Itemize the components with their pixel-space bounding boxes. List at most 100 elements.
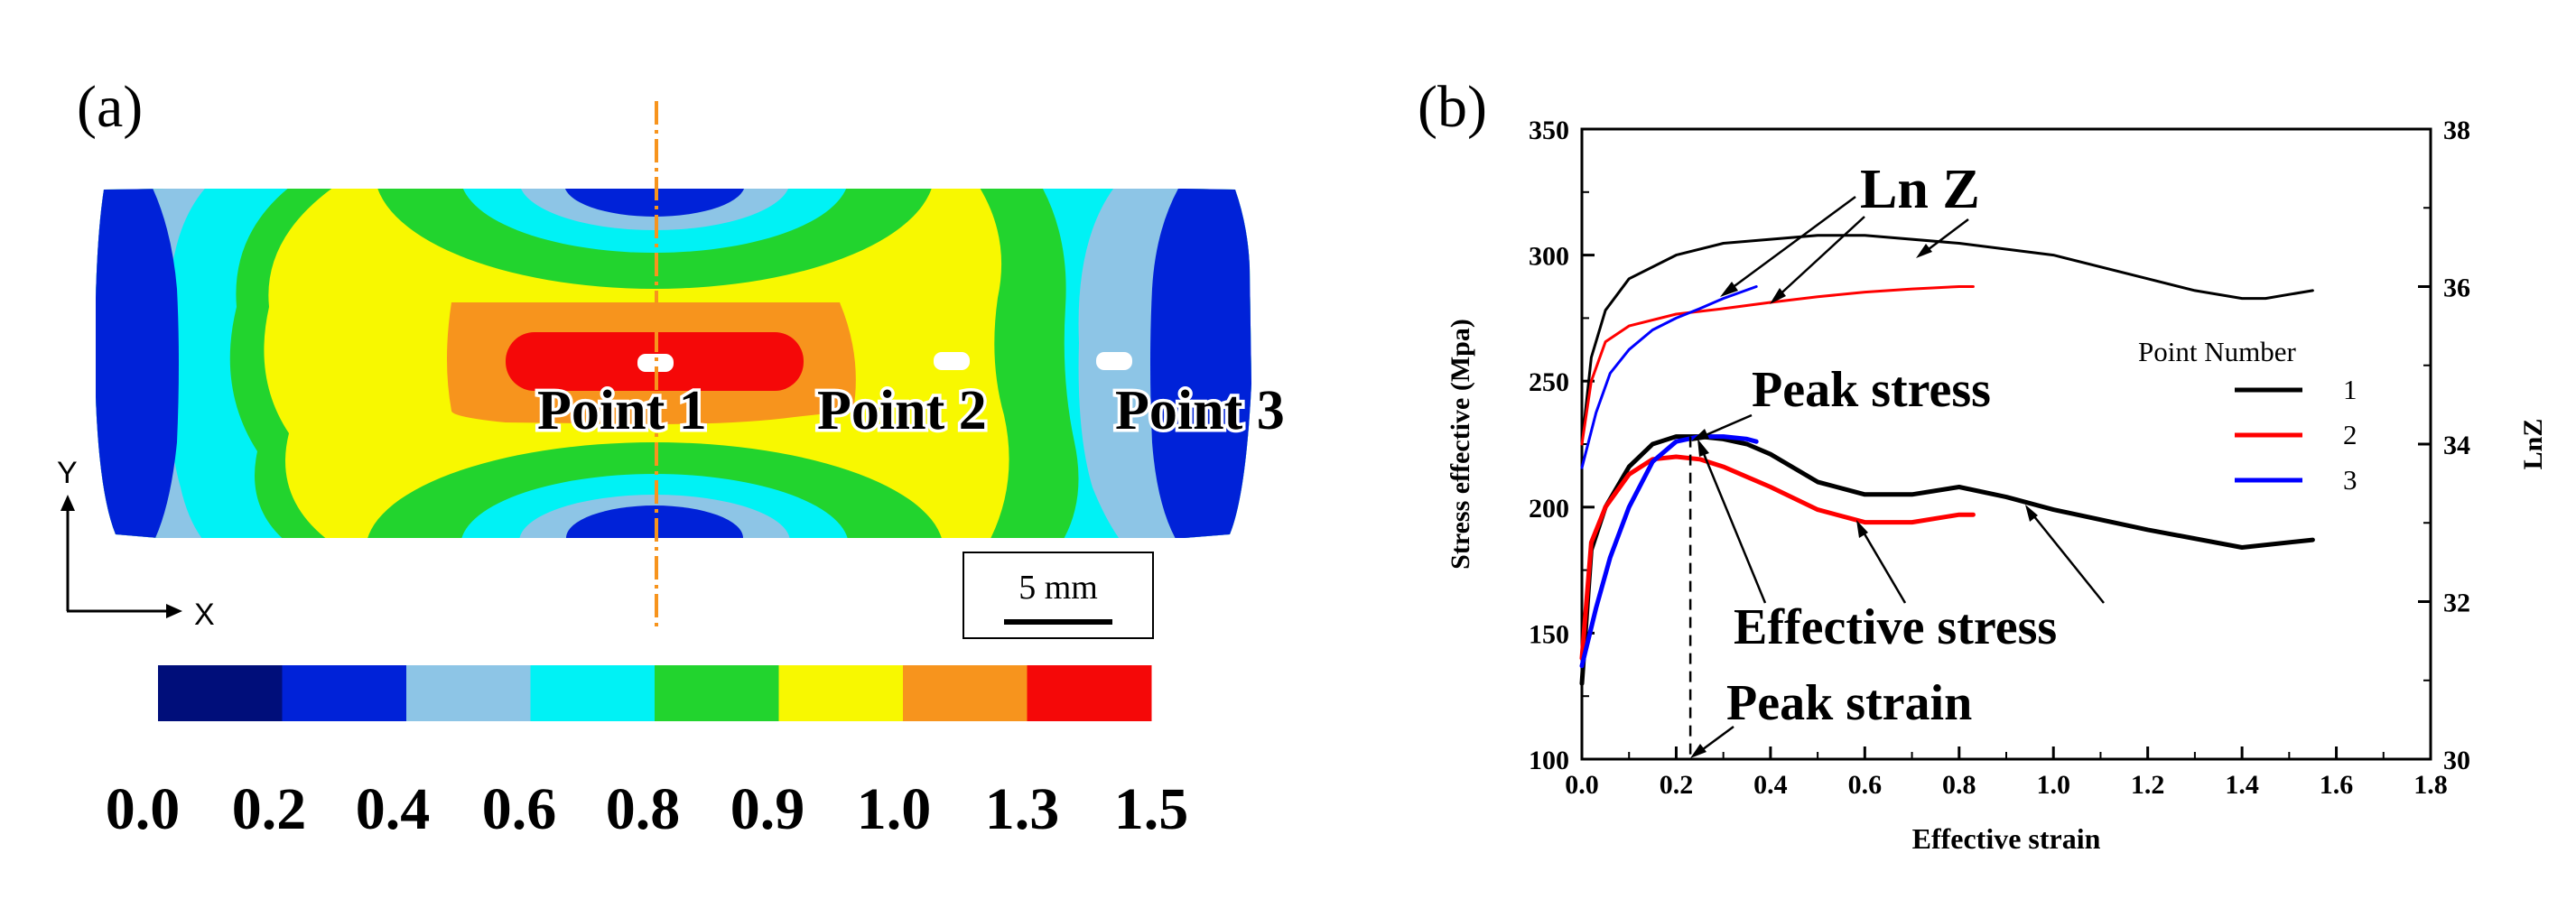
x-tick-label: 1.4	[2225, 770, 2259, 800]
annotations: Ln Z Peak stress Effective stress Peak s…	[1688, 159, 2105, 759]
colorbar-label: 1.3	[985, 776, 1060, 842]
ln-z-arrowhead-3-icon	[1916, 244, 1932, 258]
point-1-label: Point 1	[537, 380, 707, 441]
series-lnz-point-1-line	[1580, 234, 2314, 446]
contour-green-bottom	[366, 442, 944, 538]
annotation-ln-z: Ln Z	[1860, 159, 1980, 220]
colorbar-label: 1.5	[1114, 776, 1189, 842]
legend-label-2: 2	[2343, 419, 2357, 450]
y-arrowhead-icon	[60, 495, 75, 511]
point-1-marker	[637, 354, 674, 372]
contour-blue-right	[1150, 189, 1251, 538]
effective-stress-arrowhead-2-icon	[1856, 520, 1868, 538]
legend-title: Point Number	[2138, 336, 2296, 367]
series-layer	[1579, 234, 2315, 686]
colorbar-segment	[158, 665, 283, 721]
y-tick-label: 300	[1529, 242, 1569, 272]
y-tick-label: 100	[1529, 746, 1569, 775]
annotation-peak-stress: Peak stress	[1752, 362, 1991, 418]
panel-a: (a)	[57, 74, 1288, 842]
x-tick-label: 0.6	[1848, 770, 1883, 800]
effective-stress-arrowhead-3-icon	[2025, 505, 2038, 522]
x-tick-label: 0.4	[1753, 770, 1788, 800]
contour-green-top	[375, 189, 935, 289]
series-stress-point-2-line	[1579, 454, 1976, 661]
x-axis-label: X	[194, 598, 215, 632]
x-arrowhead-icon	[166, 604, 182, 618]
peak-strain-arrowhead-icon	[1690, 744, 1706, 758]
colorbar-label: 0.2	[232, 776, 307, 842]
y2-tick-label: 36	[2443, 274, 2470, 303]
legend-label-1: 1	[2343, 374, 2357, 405]
x-tick-label: 0.2	[1660, 770, 1694, 800]
effective-stress-arrowhead-1-icon	[1697, 439, 1709, 457]
y2-tick-label: 32	[2443, 589, 2470, 618]
annotation-effective-stress: Effective stress	[1734, 599, 2057, 655]
colorbar-segment	[530, 665, 656, 721]
point-2-label: Point 2	[817, 380, 987, 441]
panel-b: (b) 0.0 0.2 0.4 0.6 0.8 1.0 1.2 1.4 1.6 1.8 100 150…	[1418, 74, 2548, 855]
effective-stress-arrow-3	[2029, 510, 2105, 604]
x-tick-label: 0.0	[1565, 770, 1599, 800]
legend-label-3: 3	[2343, 464, 2357, 496]
x-tick-label: 1.2	[2131, 770, 2165, 800]
ln-z-arrow-2	[1773, 216, 1865, 301]
y2-tick-label: 34	[2443, 431, 2470, 460]
y-axis-title: Stress effective (Mpa)	[1446, 319, 1475, 570]
scale-bar-label: 5 mm	[1018, 569, 1098, 607]
x-tick-label: 1.8	[2413, 770, 2448, 800]
point-3-marker	[1096, 352, 1132, 370]
effective-stress-arrow-2	[1858, 525, 1907, 604]
scale-bar: 5 mm	[963, 552, 1154, 639]
panel-b-label: (b)	[1418, 74, 1487, 140]
colorbar-labels: 0.0 0.2 0.4 0.6 0.8 0.9 1.0 1.3 1.5	[106, 776, 1189, 842]
y-tick-label: 150	[1529, 619, 1569, 649]
x-axis-title: Effective strain	[1912, 822, 2101, 855]
colorbar-label: 0.9	[730, 776, 805, 842]
legend-entries: 1 2 3	[2235, 374, 2357, 496]
y-tick-label: 250	[1529, 367, 1569, 397]
ln-z-arrow-1	[1724, 195, 1856, 295]
ln-z-arrowhead-2-icon	[1770, 288, 1786, 304]
panel-a-label: (a)	[77, 74, 143, 140]
series-stress-point-1-line	[1579, 434, 2315, 686]
contour-blue-left	[96, 189, 179, 538]
colorbar-segment	[655, 665, 779, 721]
y2-axis-title: LnZ	[2518, 419, 2548, 470]
annotation-peak-strain: Peak strain	[1726, 675, 1972, 731]
xy-axes-indicator: Y X	[57, 456, 215, 632]
colorbar-segment	[406, 665, 531, 721]
axis-ticks: 0.0 0.2 0.4 0.6 0.8 1.0 1.2 1.4 1.6 1.8 100 150 200 2…	[1529, 116, 2470, 800]
y-axis-label: Y	[57, 456, 78, 490]
point-3-label: Point 3	[1115, 380, 1285, 441]
x-tick-label: 1.6	[2320, 770, 2354, 800]
series-lnz-point-3-line	[1580, 285, 1758, 469]
ln-z-arrowhead-1-icon	[1720, 282, 1738, 297]
colorbar-label: 0.4	[356, 776, 431, 842]
y-tick-label: 200	[1529, 494, 1569, 524]
contour-blue-bottom	[566, 505, 743, 538]
colorbar-segment	[778, 665, 904, 721]
colorbar-label: 0.0	[106, 776, 181, 842]
series-stress-point-3-line	[1579, 434, 1759, 669]
legend: Point Number 1 2 3	[2138, 336, 2357, 496]
peak-stress-arrowhead-icon	[1691, 429, 1709, 441]
colorbar	[158, 665, 1152, 721]
colorbar-segment	[1027, 665, 1152, 721]
y2-tick-label: 30	[2443, 746, 2470, 775]
series-lnz-point-2-line	[1580, 285, 1975, 446]
colorbar-segment	[282, 665, 407, 721]
colorbar-segment	[903, 665, 1028, 721]
plot-frame	[1580, 127, 2432, 761]
x-tick-label: 0.8	[1942, 770, 1976, 800]
colorbar-label: 0.8	[606, 776, 681, 842]
colorbar-label: 0.6	[482, 776, 557, 842]
point-2-marker	[934, 352, 970, 370]
contour-blue-top	[564, 189, 745, 217]
y-tick-label: 350	[1529, 116, 1569, 145]
point-labels: Point 1 Point 2 Point 3	[535, 377, 1288, 445]
y2-tick-label: 38	[2443, 116, 2470, 145]
x-tick-label: 1.0	[2036, 770, 2070, 800]
effective-stress-arrow-1	[1698, 444, 1767, 604]
